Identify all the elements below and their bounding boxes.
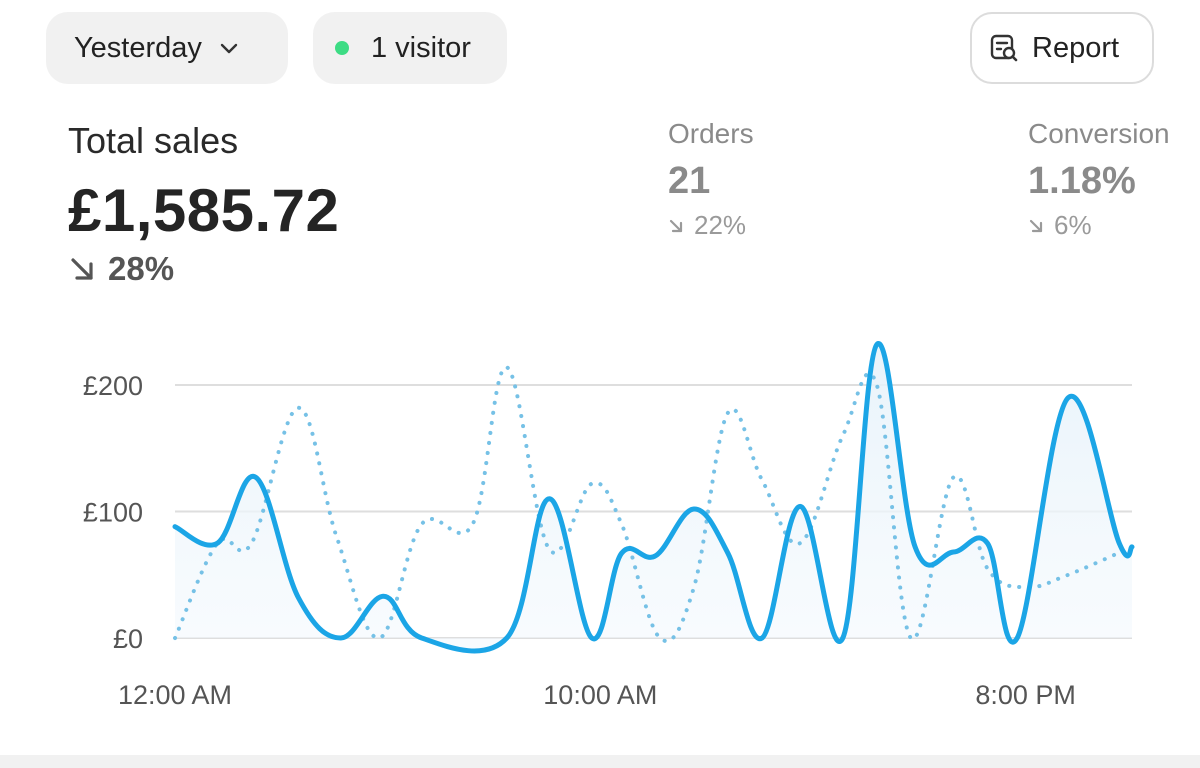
total-sales-change-value: 28% bbox=[108, 250, 175, 287]
conversion-change-value: 6% bbox=[1054, 210, 1092, 240]
sales-line-chart: £0 £100 £200 12:00 AM 10:00 AM 8:00 PM bbox=[83, 341, 1135, 710]
arrow-down-right-icon bbox=[1029, 219, 1043, 232]
visitors-label: 1 visitor bbox=[371, 31, 471, 64]
chevron-down-icon bbox=[220, 43, 238, 54]
conversion-title: Conversion bbox=[1028, 118, 1170, 149]
live-visitors-button[interactable]: 1 visitor bbox=[313, 12, 507, 84]
sales-series-line bbox=[172, 341, 1135, 654]
report-search-icon bbox=[990, 34, 1018, 62]
orders-value: 21 bbox=[668, 160, 711, 202]
y-tick-label: £0 bbox=[113, 624, 143, 654]
orders-change-value: 22% bbox=[694, 210, 747, 240]
y-tick-label: £200 bbox=[83, 371, 143, 401]
orders-change: 22% bbox=[668, 210, 746, 241]
conversion-value: 1.18% bbox=[1028, 160, 1136, 202]
x-tick-label: 10:00 AM bbox=[543, 680, 657, 710]
total-sales-value: £1,585.72 bbox=[68, 177, 340, 244]
sales-area-fill bbox=[175, 343, 1132, 651]
x-tick-label: 8:00 PM bbox=[975, 680, 1076, 710]
date-range-dropdown[interactable]: Yesterday bbox=[46, 12, 288, 84]
comparison-series-line bbox=[173, 365, 1134, 643]
conversion-change: 6% bbox=[1028, 210, 1092, 241]
report-label: Report bbox=[1032, 31, 1120, 64]
live-status-dot-icon bbox=[335, 41, 349, 55]
total-sales-title: Total sales bbox=[68, 120, 239, 161]
date-range-label: Yesterday bbox=[74, 31, 202, 64]
orders-title: Orders bbox=[668, 118, 754, 149]
x-tick-label: 12:00 AM bbox=[118, 680, 232, 710]
y-tick-label: £100 bbox=[83, 498, 143, 528]
arrow-down-right-icon bbox=[669, 219, 683, 232]
bottom-divider bbox=[0, 755, 1200, 768]
arrow-down-right-icon bbox=[71, 258, 93, 280]
report-button[interactable]: Report bbox=[970, 12, 1154, 84]
total-sales-change: 28% bbox=[68, 250, 174, 288]
